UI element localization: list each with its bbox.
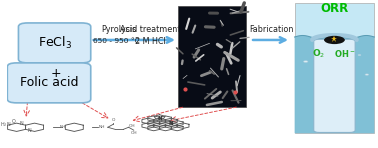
Text: O: O	[12, 119, 15, 124]
Text: +: +	[51, 67, 62, 80]
Text: Folic acid: Folic acid	[20, 76, 78, 89]
Bar	[294, 3, 374, 133]
FancyBboxPatch shape	[7, 63, 91, 103]
FancyBboxPatch shape	[19, 23, 91, 63]
Text: N: N	[20, 121, 24, 126]
Bar	[178, 6, 246, 107]
Circle shape	[365, 74, 369, 75]
Text: 650 - 950 °C: 650 - 950 °C	[93, 38, 140, 44]
Text: NH: NH	[99, 125, 105, 129]
Text: O$_2$: O$_2$	[312, 47, 325, 59]
Text: NH: NH	[60, 125, 66, 129]
Bar	[294, 37, 374, 133]
Text: OH: OH	[130, 131, 137, 135]
Circle shape	[304, 61, 308, 62]
FancyBboxPatch shape	[314, 39, 355, 132]
Circle shape	[358, 54, 361, 56]
Text: H$_2$N: H$_2$N	[0, 120, 11, 129]
Text: FeCl$_3$: FeCl$_3$	[37, 35, 71, 51]
Text: N: N	[169, 121, 174, 126]
Text: Acid treatment: Acid treatment	[120, 25, 180, 34]
Text: Fabrication: Fabrication	[249, 25, 293, 34]
Polygon shape	[294, 36, 374, 133]
Text: N: N	[28, 128, 31, 133]
Text: OH: OH	[129, 124, 136, 128]
Text: 2 M HCl: 2 M HCl	[135, 37, 166, 46]
Text: ORR: ORR	[321, 2, 349, 15]
Text: N: N	[157, 116, 162, 121]
Circle shape	[324, 36, 345, 44]
Text: O: O	[112, 118, 115, 122]
Text: OH$^-$: OH$^-$	[334, 48, 355, 59]
Text: Pyrolysis: Pyrolysis	[102, 25, 137, 34]
